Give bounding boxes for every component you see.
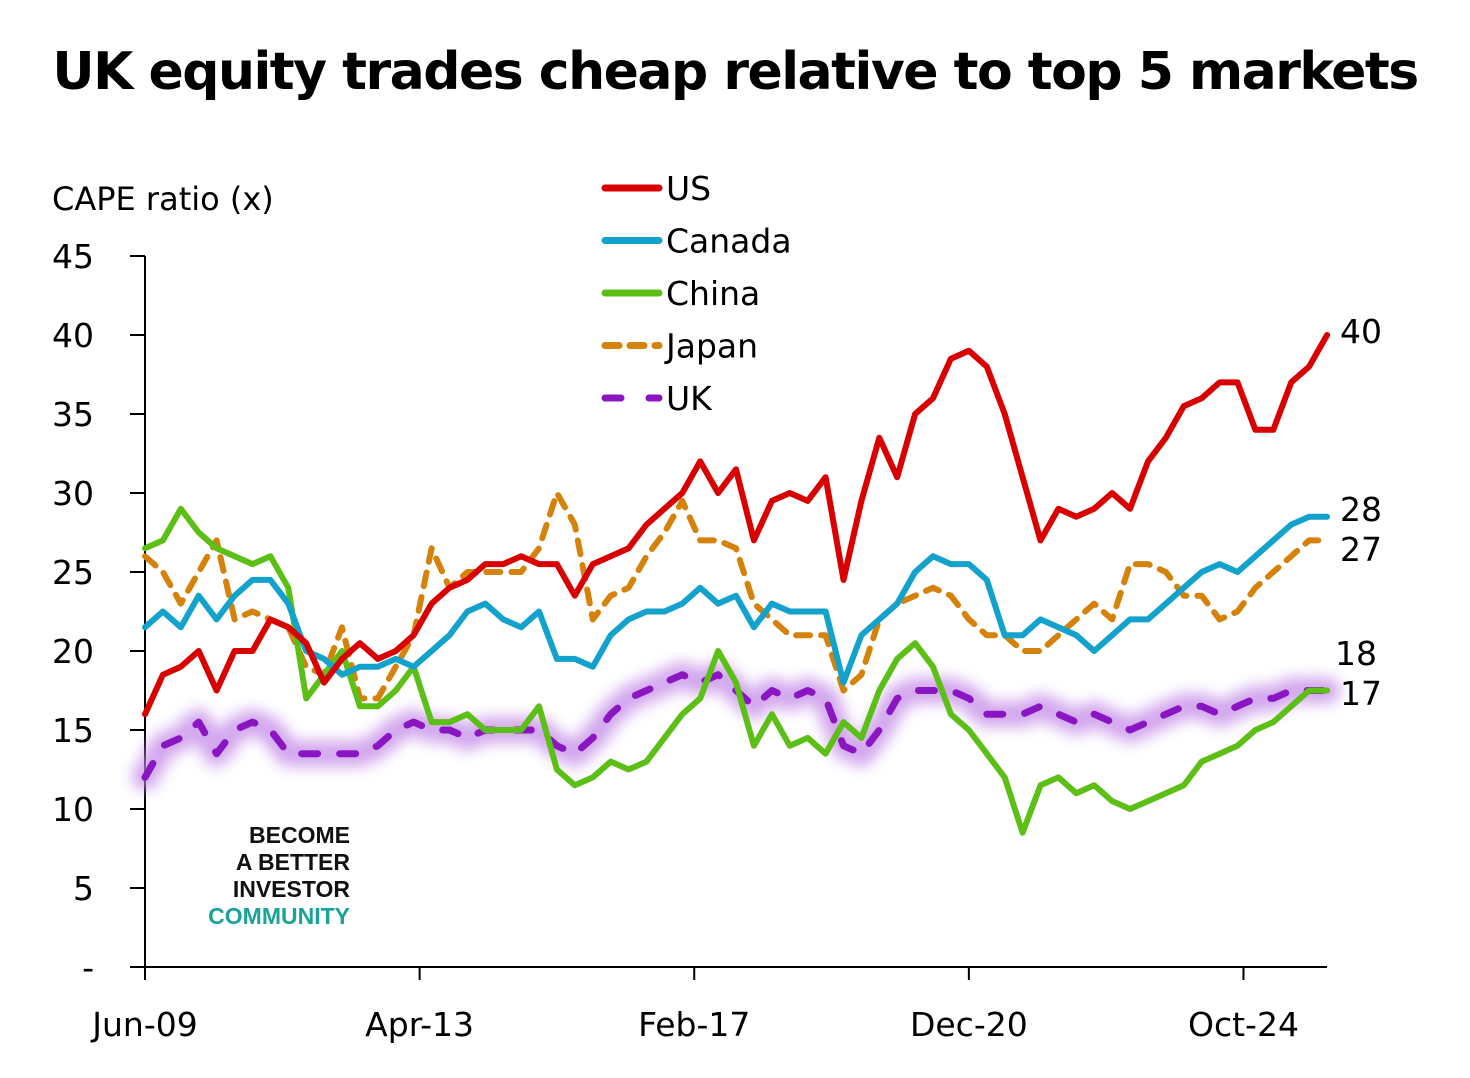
series-china-line <box>142 505 1331 836</box>
chart-title: UK equity trades cheap relative to top 5… <box>52 42 1419 102</box>
series-us-line <box>142 332 1331 718</box>
end-label-uk: 18 <box>1335 634 1377 673</box>
x-tick-label: Oct-24 <box>1188 1005 1299 1044</box>
y-tick-label: - <box>82 948 94 987</box>
watermark-line-4: COMMUNITY <box>208 903 350 929</box>
axes: - 5 10 15 20 25 30 35 40 45 Jun-09 Apr-13 Feb-17 Dec-… <box>52 237 1328 1044</box>
x-tick-label: Apr-13 <box>365 1005 474 1044</box>
x-tick-label: Dec-20 <box>910 1005 1028 1044</box>
legend-label-china: China <box>666 274 760 313</box>
y-tick-label: 20 <box>52 632 94 671</box>
series-layer <box>132 332 1341 836</box>
end-label-japan: 27 <box>1340 530 1382 569</box>
watermark-line-2: A BETTER <box>235 849 350 875</box>
y-tick-label: 45 <box>52 237 94 276</box>
x-tick-label: Jun-09 <box>90 1005 197 1044</box>
legend-label-uk: UK <box>666 379 713 418</box>
watermark: BECOME A BETTER INVESTOR COMMUNITY <box>150 822 350 930</box>
end-label-china: 17 <box>1340 674 1382 713</box>
legend-label-us: US <box>666 169 711 208</box>
y-tick-label: 15 <box>52 711 94 750</box>
end-labels: 40 28 17 27 18 <box>1335 312 1382 713</box>
y-tick-label: 35 <box>52 395 94 434</box>
series-japan-line <box>142 490 1331 702</box>
legend-label-canada: Canada <box>666 222 792 261</box>
legend: US Canada China Japan UK <box>601 169 792 418</box>
y-tick-label: 5 <box>73 869 94 908</box>
y-tick-label: 40 <box>52 316 94 355</box>
legend-label-japan: Japan <box>664 327 758 366</box>
y-tick-label: 25 <box>52 553 94 592</box>
watermark-line-3: INVESTOR <box>232 876 350 902</box>
y-tick-label: 30 <box>52 474 94 513</box>
end-label-canada: 28 <box>1340 490 1382 529</box>
end-label-us: 40 <box>1340 312 1382 351</box>
y-axis-label: CAPE ratio (x) <box>52 180 274 218</box>
x-tick-label: Feb-17 <box>638 1005 750 1044</box>
watermark-line-1: BECOME <box>249 822 350 848</box>
y-tick-label: 10 <box>52 790 94 829</box>
series-canada-line <box>142 513 1331 686</box>
